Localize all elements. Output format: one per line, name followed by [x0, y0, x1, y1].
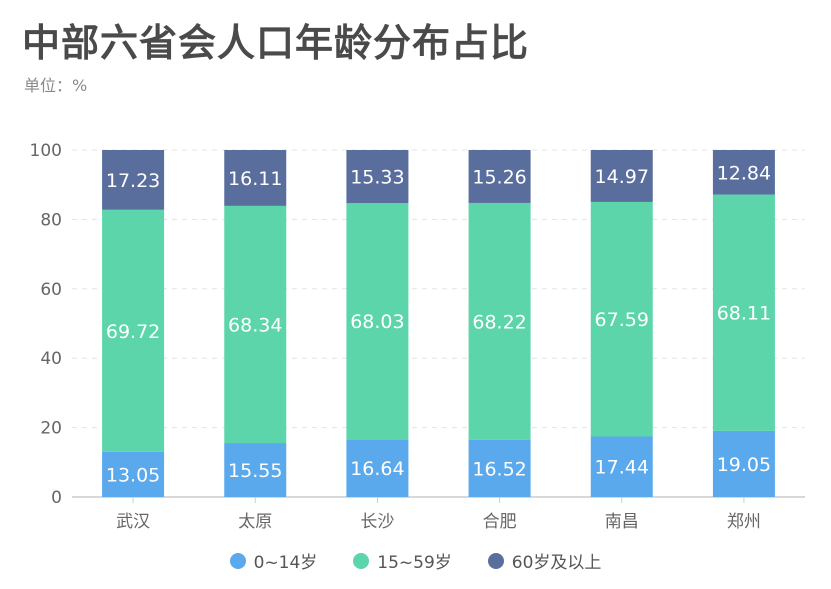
x-tick-label: 太原: [238, 512, 272, 532]
legend-item-age-60-plus[interactable]: 60岁及以上: [487, 548, 602, 573]
y-tick-label: 60: [40, 280, 62, 300]
data-label-age-60-plus: 16.11: [228, 168, 282, 190]
legend: 0~14岁 15~59岁 60岁及以上: [0, 548, 831, 573]
unit-label: 单位：%: [24, 76, 88, 95]
y-tick-label: 80: [40, 210, 62, 230]
bar-age-15-59[interactable]: [712, 194, 775, 431]
x-tick-label: 长沙: [360, 512, 394, 532]
data-label-age-0-14: 16.52: [472, 458, 526, 480]
data-label-age-60-plus: 14.97: [595, 166, 649, 188]
legend-dot-age-15-59: [353, 552, 370, 569]
data-label-age-15-59: 68.11: [717, 303, 771, 325]
legend-label-age-0-14: 0~14岁: [253, 553, 318, 573]
x-tick-label: 合肥: [483, 512, 517, 532]
legend-label-age-60-plus: 60岁及以上: [511, 553, 602, 573]
legend-item-age-15-59[interactable]: 15~59岁: [353, 548, 452, 573]
bar-age-0-14[interactable]: [468, 439, 531, 497]
x-tick-label: 郑州: [727, 512, 761, 532]
grid-lines: [72, 149, 805, 429]
bar-age-0-14[interactable]: [346, 439, 409, 497]
y-tick-label: 100: [30, 141, 62, 161]
data-label-age-0-14: 13.05: [106, 464, 160, 486]
bar-age-15-59[interactable]: [102, 209, 165, 452]
data-label-age-15-59: 67.59: [595, 309, 649, 331]
y-tick-label: 20: [40, 419, 62, 439]
x-tick-label: 武汉: [116, 512, 150, 532]
legend-item-age-0-14[interactable]: 0~14岁: [229, 548, 318, 573]
data-label-age-15-59: 68.03: [350, 311, 404, 333]
chart-title: 中部六省会人口年龄分布占比: [22, 21, 530, 65]
data-label-age-0-14: 16.64: [350, 458, 404, 480]
bar-age-60-plus[interactable]: [590, 150, 653, 202]
bar-age-15-59[interactable]: [224, 205, 287, 444]
legend-dot-age-60-plus: [487, 552, 504, 569]
y-tick-label: 40: [40, 349, 62, 369]
data-label-age-15-59: 68.22: [472, 311, 526, 333]
bars: 13.05 69.72 17.23 15.55 68.34 16.11 16.64 68.03…: [102, 150, 775, 497]
data-label-age-0-14: 15.55: [228, 460, 282, 482]
data-label-age-60-plus: 15.33: [350, 167, 404, 189]
bar-age-60-plus[interactable]: [102, 150, 165, 210]
data-label-age-0-14: 19.05: [717, 454, 771, 476]
bar-age-0-14[interactable]: [102, 451, 165, 497]
bar-age-60-plus[interactable]: [468, 150, 531, 203]
bar-age-60-plus[interactable]: [346, 150, 409, 204]
bar-age-15-59[interactable]: [468, 202, 531, 440]
data-label-age-0-14: 17.44: [595, 457, 649, 479]
data-label-age-15-59: 68.34: [228, 314, 282, 336]
data-label-age-60-plus: 15.26: [472, 166, 526, 188]
bar-age-0-14[interactable]: [590, 436, 653, 497]
bar-age-0-14[interactable]: [712, 430, 775, 497]
bar-age-60-plus[interactable]: [712, 150, 775, 195]
x-axis: 武汉 太原 长沙 合肥 南昌 郑州: [116, 497, 761, 532]
y-axis: 0 20 40 60 80 100: [30, 141, 805, 508]
legend-label-age-15-59: 15~59岁: [377, 553, 452, 573]
bar-age-60-plus[interactable]: [224, 150, 287, 206]
bar-age-15-59[interactable]: [346, 203, 409, 440]
y-tick-label: 0: [51, 488, 62, 508]
data-label-age-60-plus: 17.23: [106, 170, 160, 192]
bar-age-0-14[interactable]: [224, 443, 287, 497]
bar-age-15-59[interactable]: [590, 201, 653, 437]
data-label-age-60-plus: 12.84: [717, 162, 771, 184]
x-tick-label: 南昌: [605, 512, 639, 532]
legend-dot-age-0-14: [229, 552, 246, 569]
data-label-age-15-59: 69.72: [106, 321, 160, 343]
